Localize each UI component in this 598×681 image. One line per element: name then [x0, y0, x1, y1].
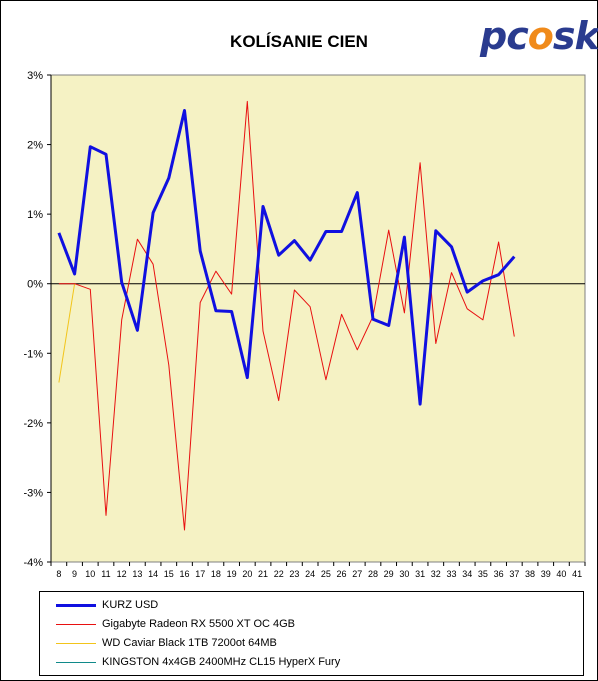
x-tick-label: 32: [431, 569, 441, 579]
legend-swatch: [56, 603, 96, 607]
x-tick-label: 29: [384, 569, 394, 579]
x-tick-label: 10: [85, 569, 95, 579]
x-tick-label: 21: [258, 569, 268, 579]
x-tick-label: 17: [195, 569, 205, 579]
x-tick-label: 35: [478, 569, 488, 579]
legend: KURZ USD Gigabyte Radeon RX 5500 XT OC 4…: [39, 591, 584, 676]
x-tick-label: 13: [132, 569, 142, 579]
x-tick-label: 30: [399, 569, 409, 579]
series-line: [58, 100, 515, 531]
y-tick-label: -3%: [23, 487, 43, 499]
x-tick-label: 34: [462, 569, 472, 579]
legend-swatch: [56, 642, 96, 644]
legend-swatch: [56, 623, 96, 625]
x-axis: 8 9 10 11 12 13 14 15 16 17 18 19 20 21 22 23 24 25 26 27 28…: [50, 283, 586, 579]
x-tick-label: 25: [321, 569, 331, 579]
x-tick-label: 15: [164, 569, 174, 579]
x-tick-label: 33: [446, 569, 456, 579]
legend-swatch: [56, 661, 96, 663]
chart-title: KOLÍSANIE CIEN: [230, 32, 368, 51]
y-tick-label: 1%: [27, 209, 43, 221]
x-tick-label: 26: [337, 569, 347, 579]
legend-label: Gigabyte Radeon RX 5500 XT OC 4GB: [102, 618, 296, 630]
legend-item: KINGSTON 4x4GB 2400MHz CL15 HyperX Fury: [56, 655, 340, 669]
x-tick-label: 36: [494, 569, 504, 579]
series-lines: [57, 100, 516, 531]
x-tick-label: 12: [117, 569, 127, 579]
x-tick-label: 38: [525, 569, 535, 579]
x-tick-label: 31: [415, 569, 425, 579]
x-tick-label: 40: [556, 569, 566, 579]
y-tick-label: -4%: [23, 557, 43, 569]
y-tick-label: 3%: [27, 70, 43, 82]
y-tick-label: 2%: [27, 140, 43, 152]
x-tick-label: 20: [242, 569, 252, 579]
legend-label: WD Caviar Black 1TB 7200ot 64MB: [102, 637, 277, 649]
x-tick-label: 37: [509, 569, 519, 579]
y-tick-label: -2%: [23, 418, 43, 430]
x-tick-label: 11: [101, 569, 110, 579]
x-tick-label: 24: [305, 569, 315, 579]
x-tick-label: 22: [274, 569, 284, 579]
x-tick-label: 19: [227, 569, 237, 579]
x-tick-label: 9: [72, 569, 77, 579]
y-axis: -4% -3% -2% -1% 0% 1% 2% 3%: [23, 70, 52, 569]
x-tick-label: 18: [211, 569, 221, 579]
x-tick-label: 23: [289, 569, 299, 579]
legend-label: KINGSTON 4x4GB 2400MHz CL15 HyperX Fury: [102, 656, 341, 668]
y-tick-label: 0%: [27, 279, 43, 291]
legend-label: KURZ USD: [102, 599, 159, 611]
pcosk-logo: pcosk: [480, 14, 598, 58]
x-tick-label: 8: [56, 569, 61, 579]
legend-item: KURZ USD: [56, 598, 158, 612]
legend-item: WD Caviar Black 1TB 7200ot 64MB: [56, 636, 277, 650]
x-tick-label: 27: [352, 569, 362, 579]
series-line: [58, 283, 76, 383]
plot-area: [50, 74, 586, 563]
x-tick-label: 28: [368, 569, 378, 579]
y-tick-label: -1%: [23, 348, 43, 360]
legend-item: Gigabyte Radeon RX 5500 XT OC 4GB: [56, 617, 295, 631]
series-line: [57, 109, 516, 406]
x-tick-label: 14: [148, 569, 158, 579]
x-tick-label: 39: [541, 569, 551, 579]
x-tick-label: 41: [572, 569, 582, 579]
x-tick-label: 16: [179, 569, 189, 579]
line-chart: -4% -3% -2% -1% 0% 1% 2% 3% 8 9 10 11 12 13 14 15 16 17 1…: [23, 70, 586, 579]
